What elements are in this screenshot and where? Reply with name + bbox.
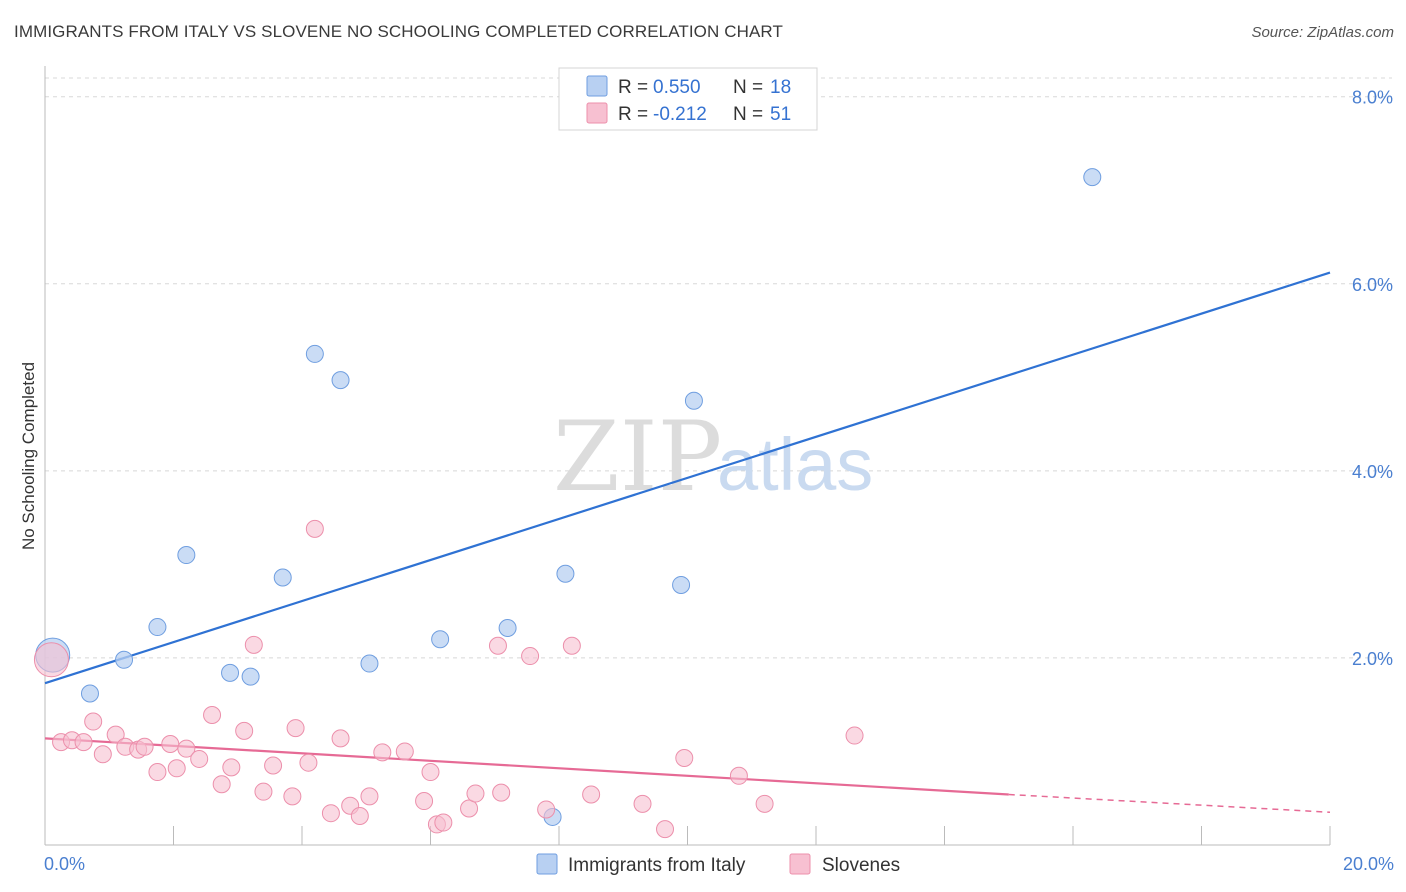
slovenes-point-45 xyxy=(633,794,652,813)
italy-point-6 xyxy=(241,667,260,686)
slovenes-point-6 xyxy=(106,725,125,744)
italy-point-14 xyxy=(556,564,575,583)
legend-n-value-2: 51 xyxy=(770,104,791,125)
y-tick-label-2: 6.0% xyxy=(1352,275,1393,295)
slovenes-point-39 xyxy=(488,636,507,655)
slovenes-point-13 xyxy=(177,739,196,758)
italy-point-16 xyxy=(684,391,703,410)
italy-point-10 xyxy=(360,654,379,673)
slovenes-point-29 xyxy=(350,807,369,826)
italy-point-9 xyxy=(331,371,350,390)
slovenes-point-15 xyxy=(203,705,222,724)
italy-point-11 xyxy=(431,630,450,649)
watermark-zip: ZIP xyxy=(553,401,722,513)
chart-title: IMMIGRANTS FROM ITALY VS SLOVENE NO SCHO… xyxy=(14,22,783,41)
slovenes-point-14 xyxy=(190,749,209,768)
legend-r-label-2: R = xyxy=(618,104,648,125)
legend-r-value-1: 0.550 xyxy=(653,77,701,98)
watermark-atlas: atlas xyxy=(717,423,873,506)
slovenes-trend-line xyxy=(44,737,1009,796)
x-tick-label-0: 0.0% xyxy=(44,854,85,874)
y-axis-title: No Schooling Completed xyxy=(19,362,38,550)
series-legend-swatch-italy xyxy=(536,853,558,875)
slovenes-point-36 xyxy=(434,813,453,832)
slovenes-point-27 xyxy=(331,729,350,748)
italy-point-7 xyxy=(273,568,292,587)
slovenes-point-50 xyxy=(845,726,864,745)
italy-point-4 xyxy=(177,546,196,565)
legend-swatch-pink xyxy=(586,102,608,124)
data-points xyxy=(33,168,1102,839)
slovenes-point-10 xyxy=(148,763,167,782)
slovenes-point-30 xyxy=(360,787,379,806)
y-tick-labels: 2.0% 4.0% 6.0% 8.0% xyxy=(1352,88,1393,669)
italy-point-8 xyxy=(305,344,324,363)
slovenes-point-37 xyxy=(460,799,479,818)
slovenes-point-40 xyxy=(492,783,511,802)
italy-point-1 xyxy=(80,684,99,703)
slovenes-point-23 xyxy=(286,719,305,738)
slovenes-point-49 xyxy=(755,794,774,813)
x-tick-labels: 0.0% 20.0% xyxy=(44,854,1394,874)
legend-swatch-blue xyxy=(586,75,608,97)
slovenes-point-38 xyxy=(466,784,485,803)
italy-point-2 xyxy=(115,650,134,669)
series-legend-label-italy: Immigrants from Italy xyxy=(568,855,746,876)
grid-lines xyxy=(45,77,1392,659)
y-tick-label-0: 2.0% xyxy=(1352,649,1393,669)
legend-n-label-1: N = xyxy=(733,77,763,98)
slovenes-point-42 xyxy=(537,800,556,819)
series-legend: Immigrants from Italy Slovenes xyxy=(536,853,900,876)
slovenes-point-47 xyxy=(675,749,694,768)
slovenes-point-17 xyxy=(222,758,241,777)
trend-lines xyxy=(44,271,1331,814)
slovenes-point-22 xyxy=(283,787,302,806)
slovenes-point-43 xyxy=(562,636,581,655)
slovenes-point-5 xyxy=(93,745,112,764)
slovenes-point-16 xyxy=(212,775,231,794)
slovenes-point-26 xyxy=(321,804,340,823)
slovenes-point-32 xyxy=(395,742,414,761)
slovenes-point-19 xyxy=(244,635,263,654)
slovenes-point-4 xyxy=(84,712,103,731)
slovenes-point-34 xyxy=(421,763,440,782)
slovenes-point-11 xyxy=(161,734,180,753)
italy-trend-line xyxy=(44,271,1331,685)
legend-n-value-1: 18 xyxy=(770,77,791,98)
slovenes-point-44 xyxy=(582,785,601,804)
slovenes-point-31 xyxy=(373,743,392,762)
x-tick-label-1: 20.0% xyxy=(1343,854,1394,874)
slovenes-point-33 xyxy=(415,792,434,811)
y-tick-label-3: 8.0% xyxy=(1352,88,1393,108)
legend-n-label-2: N = xyxy=(733,104,763,125)
watermark: ZIP atlas xyxy=(553,401,873,513)
slovenes-trend-line-extension xyxy=(1008,793,1331,814)
series-legend-label-slovenes: Slovenes xyxy=(822,855,900,876)
axes xyxy=(44,66,1331,846)
slovenes-point-12 xyxy=(167,759,186,778)
series-legend-swatch-slovenes xyxy=(789,853,811,875)
slovenes-point-0 xyxy=(33,642,69,678)
italy-point-3 xyxy=(148,618,167,637)
slovenes-point-24 xyxy=(299,753,318,772)
slovenes-point-25 xyxy=(305,519,324,538)
legend-r-label-1: R = xyxy=(618,77,648,98)
slovenes-point-48 xyxy=(729,766,748,785)
y-tick-label-1: 4.0% xyxy=(1352,462,1393,482)
slovenes-point-20 xyxy=(254,782,273,801)
slovenes-point-21 xyxy=(264,756,283,775)
italy-point-12 xyxy=(498,618,517,637)
source-label: Source: ZipAtlas.com xyxy=(1251,24,1394,41)
legend-r-value-2: -0.212 xyxy=(653,104,707,125)
slovenes-point-41 xyxy=(521,647,540,666)
italy-point-5 xyxy=(221,663,240,682)
slovenes-point-9 xyxy=(135,737,154,756)
italy-point-15 xyxy=(672,575,691,594)
slovenes-point-18 xyxy=(235,721,254,740)
slovenes-point-3 xyxy=(74,733,93,752)
slovenes-point-46 xyxy=(656,820,675,839)
correlation-legend: R = 0.550 N = 18 R = -0.212 N = 51 xyxy=(558,67,818,131)
italy-point-17 xyxy=(1083,168,1102,187)
